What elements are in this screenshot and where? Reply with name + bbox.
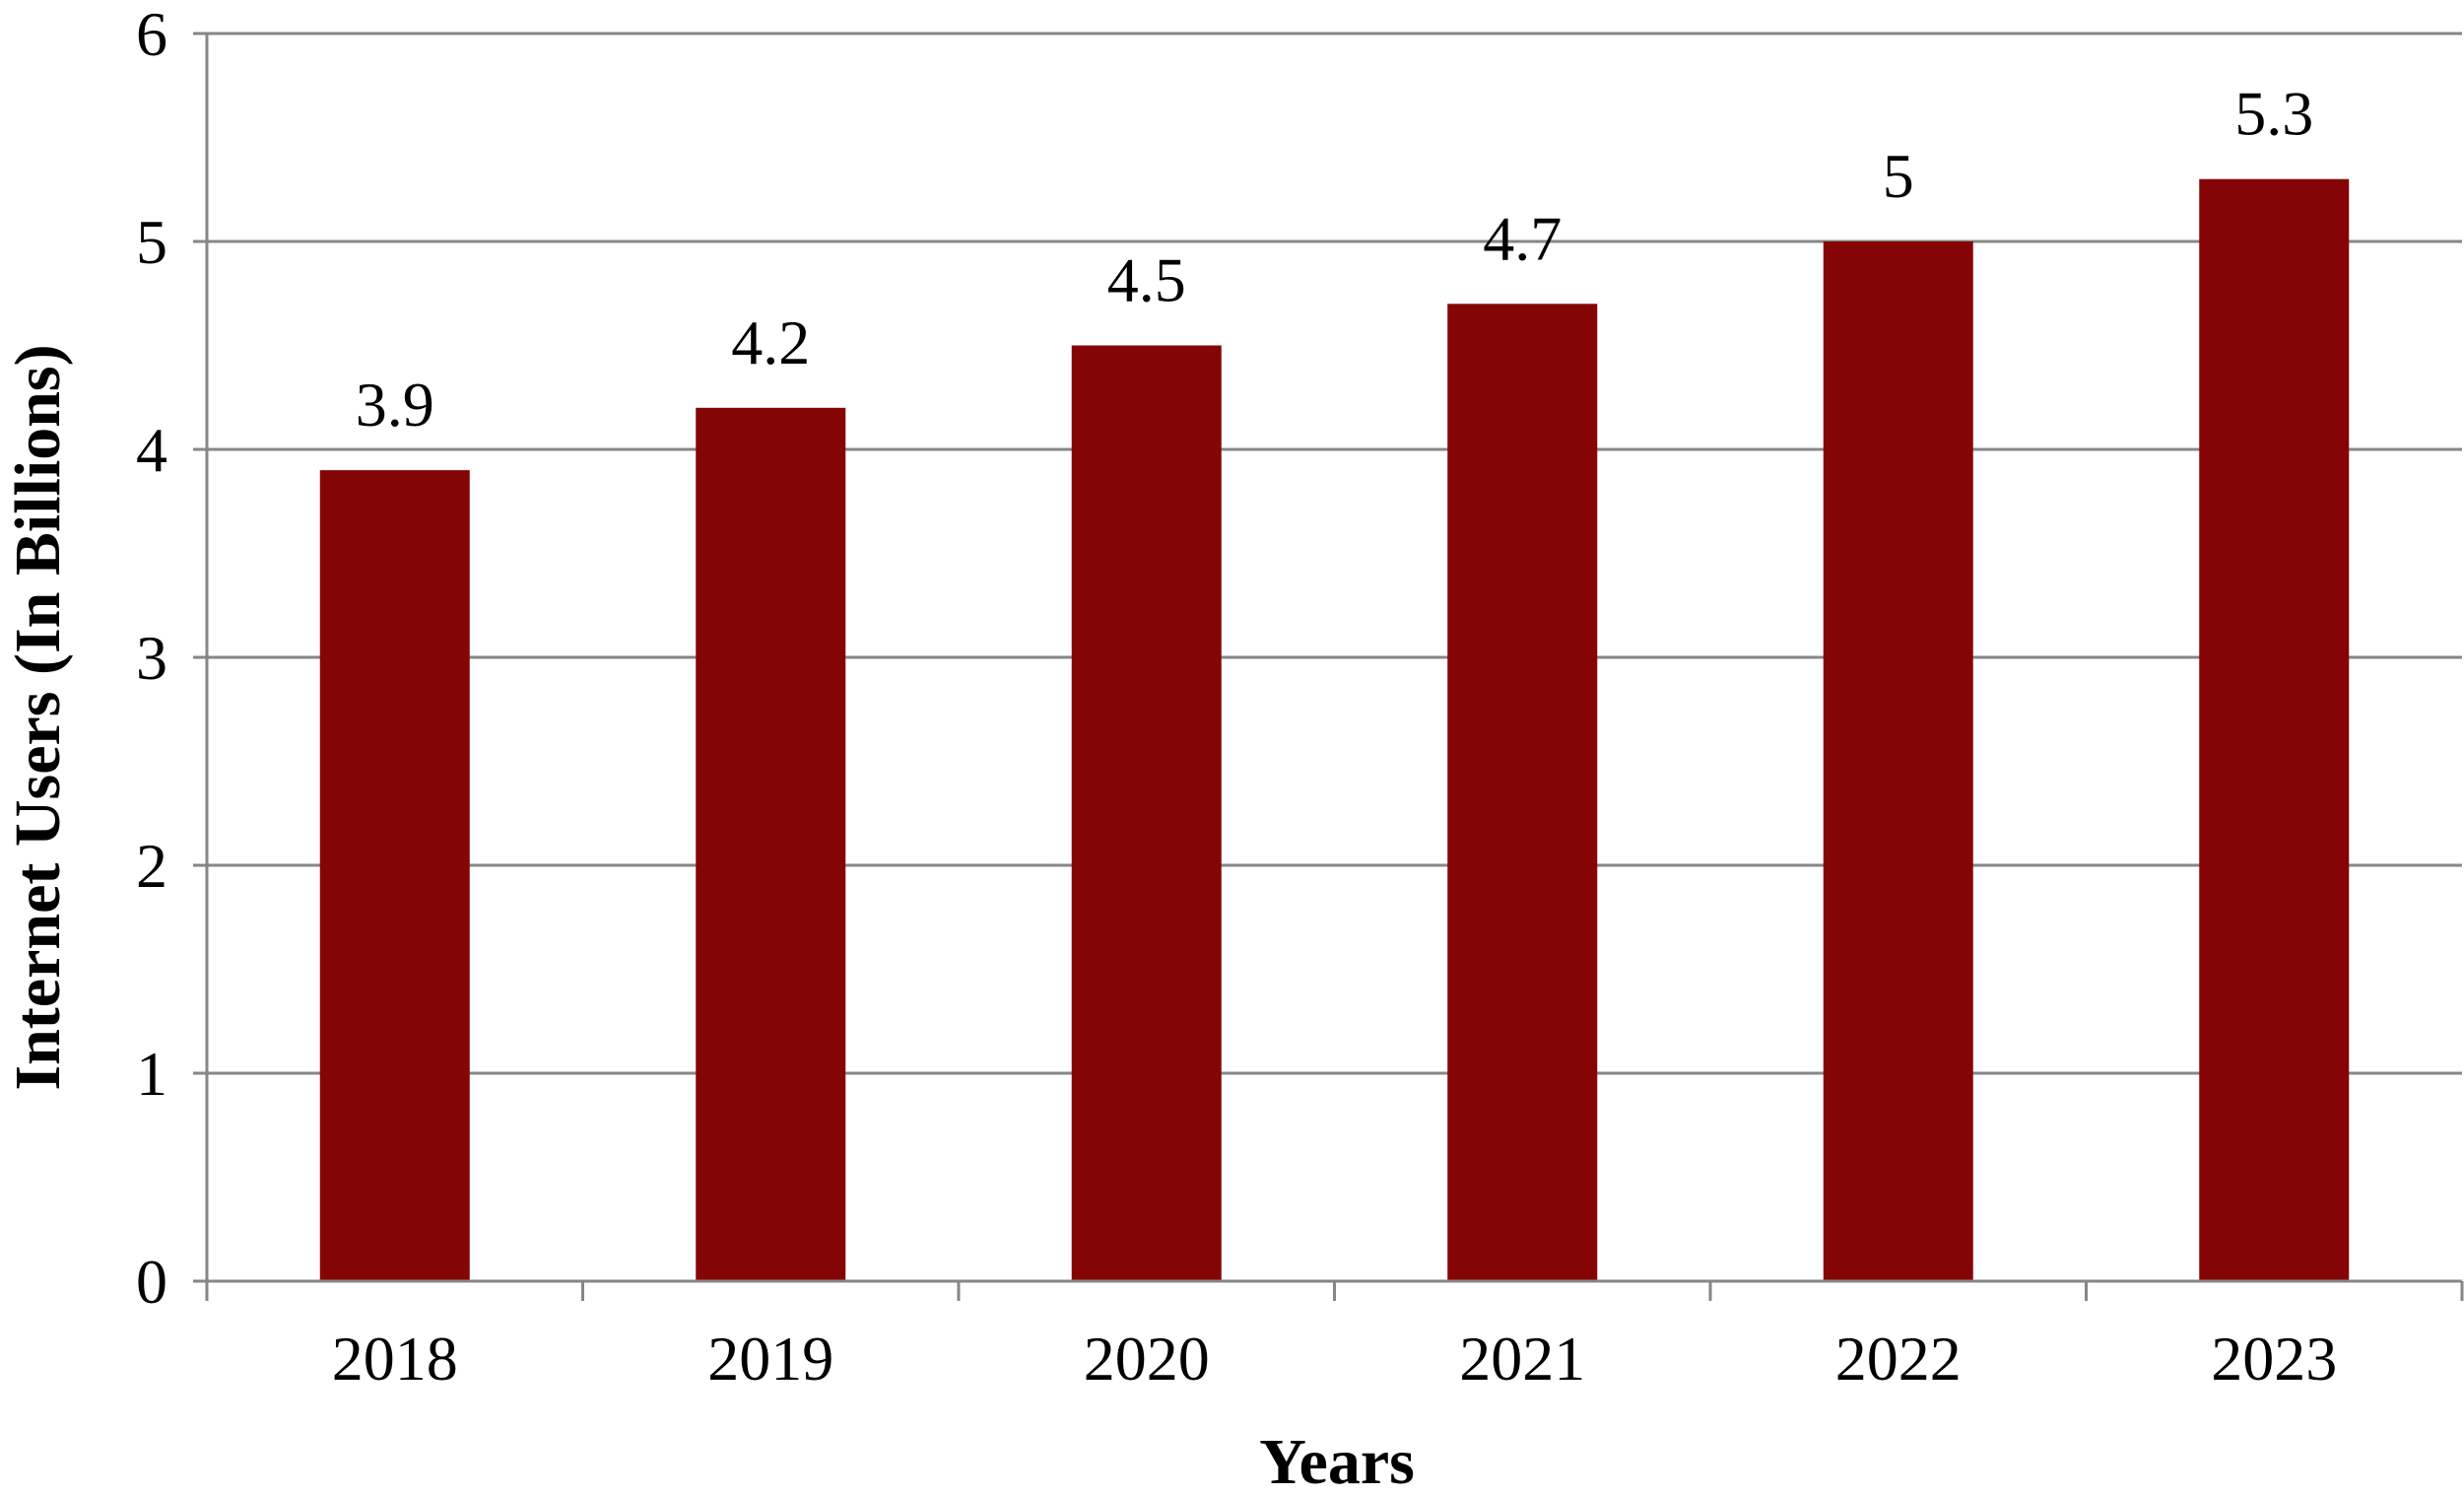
- data-labels: 3.9 4.2 4.5 4.7 5 5.3: [356, 79, 2314, 440]
- y-tick-label: 4: [136, 415, 167, 485]
- x-tick-label-2022: 2022: [1835, 1324, 1962, 1394]
- y-tick-label: 5: [136, 207, 167, 277]
- y-tick-label: 3: [136, 623, 167, 693]
- y-axis-title: Internet Users (In Billions): [2, 344, 74, 1090]
- bar-2023: [2199, 178, 2350, 1282]
- x-axis-title: Years: [1259, 1426, 1415, 1496]
- data-label-2019: 4.2: [731, 307, 810, 377]
- y-tick-label: 0: [136, 1247, 167, 1317]
- data-label-2022: 5: [1883, 141, 1914, 211]
- bar-2020: [1071, 345, 1222, 1281]
- x-tick-label-2020: 2020: [1084, 1324, 1210, 1394]
- bar-2021: [1447, 304, 1598, 1281]
- x-tick-label-2021: 2021: [1459, 1324, 1585, 1394]
- x-tick-label-2023: 2023: [2211, 1324, 2337, 1394]
- gridlines: [193, 32, 2462, 1075]
- x-tick-label-2018: 2018: [332, 1324, 458, 1394]
- data-label-2021: 4.7: [1483, 203, 1562, 273]
- x-tick-label-2019: 2019: [707, 1324, 833, 1394]
- data-label-2020: 4.5: [1107, 245, 1186, 315]
- axes: 0 1 2 3 4 5 6 2018 2019 2020 2021 2022 2023: [136, 0, 2464, 1394]
- y-tick-label: 1: [136, 1039, 167, 1109]
- data-label-2018: 3.9: [356, 370, 434, 440]
- data-label-2023: 5.3: [2234, 79, 2313, 149]
- bars: [319, 178, 2350, 1282]
- bar-2019: [696, 407, 846, 1281]
- bar-2018: [319, 470, 470, 1282]
- bar-2022: [1823, 241, 1973, 1281]
- y-tick-label: 2: [136, 831, 167, 901]
- y-tick-label: 6: [136, 0, 167, 69]
